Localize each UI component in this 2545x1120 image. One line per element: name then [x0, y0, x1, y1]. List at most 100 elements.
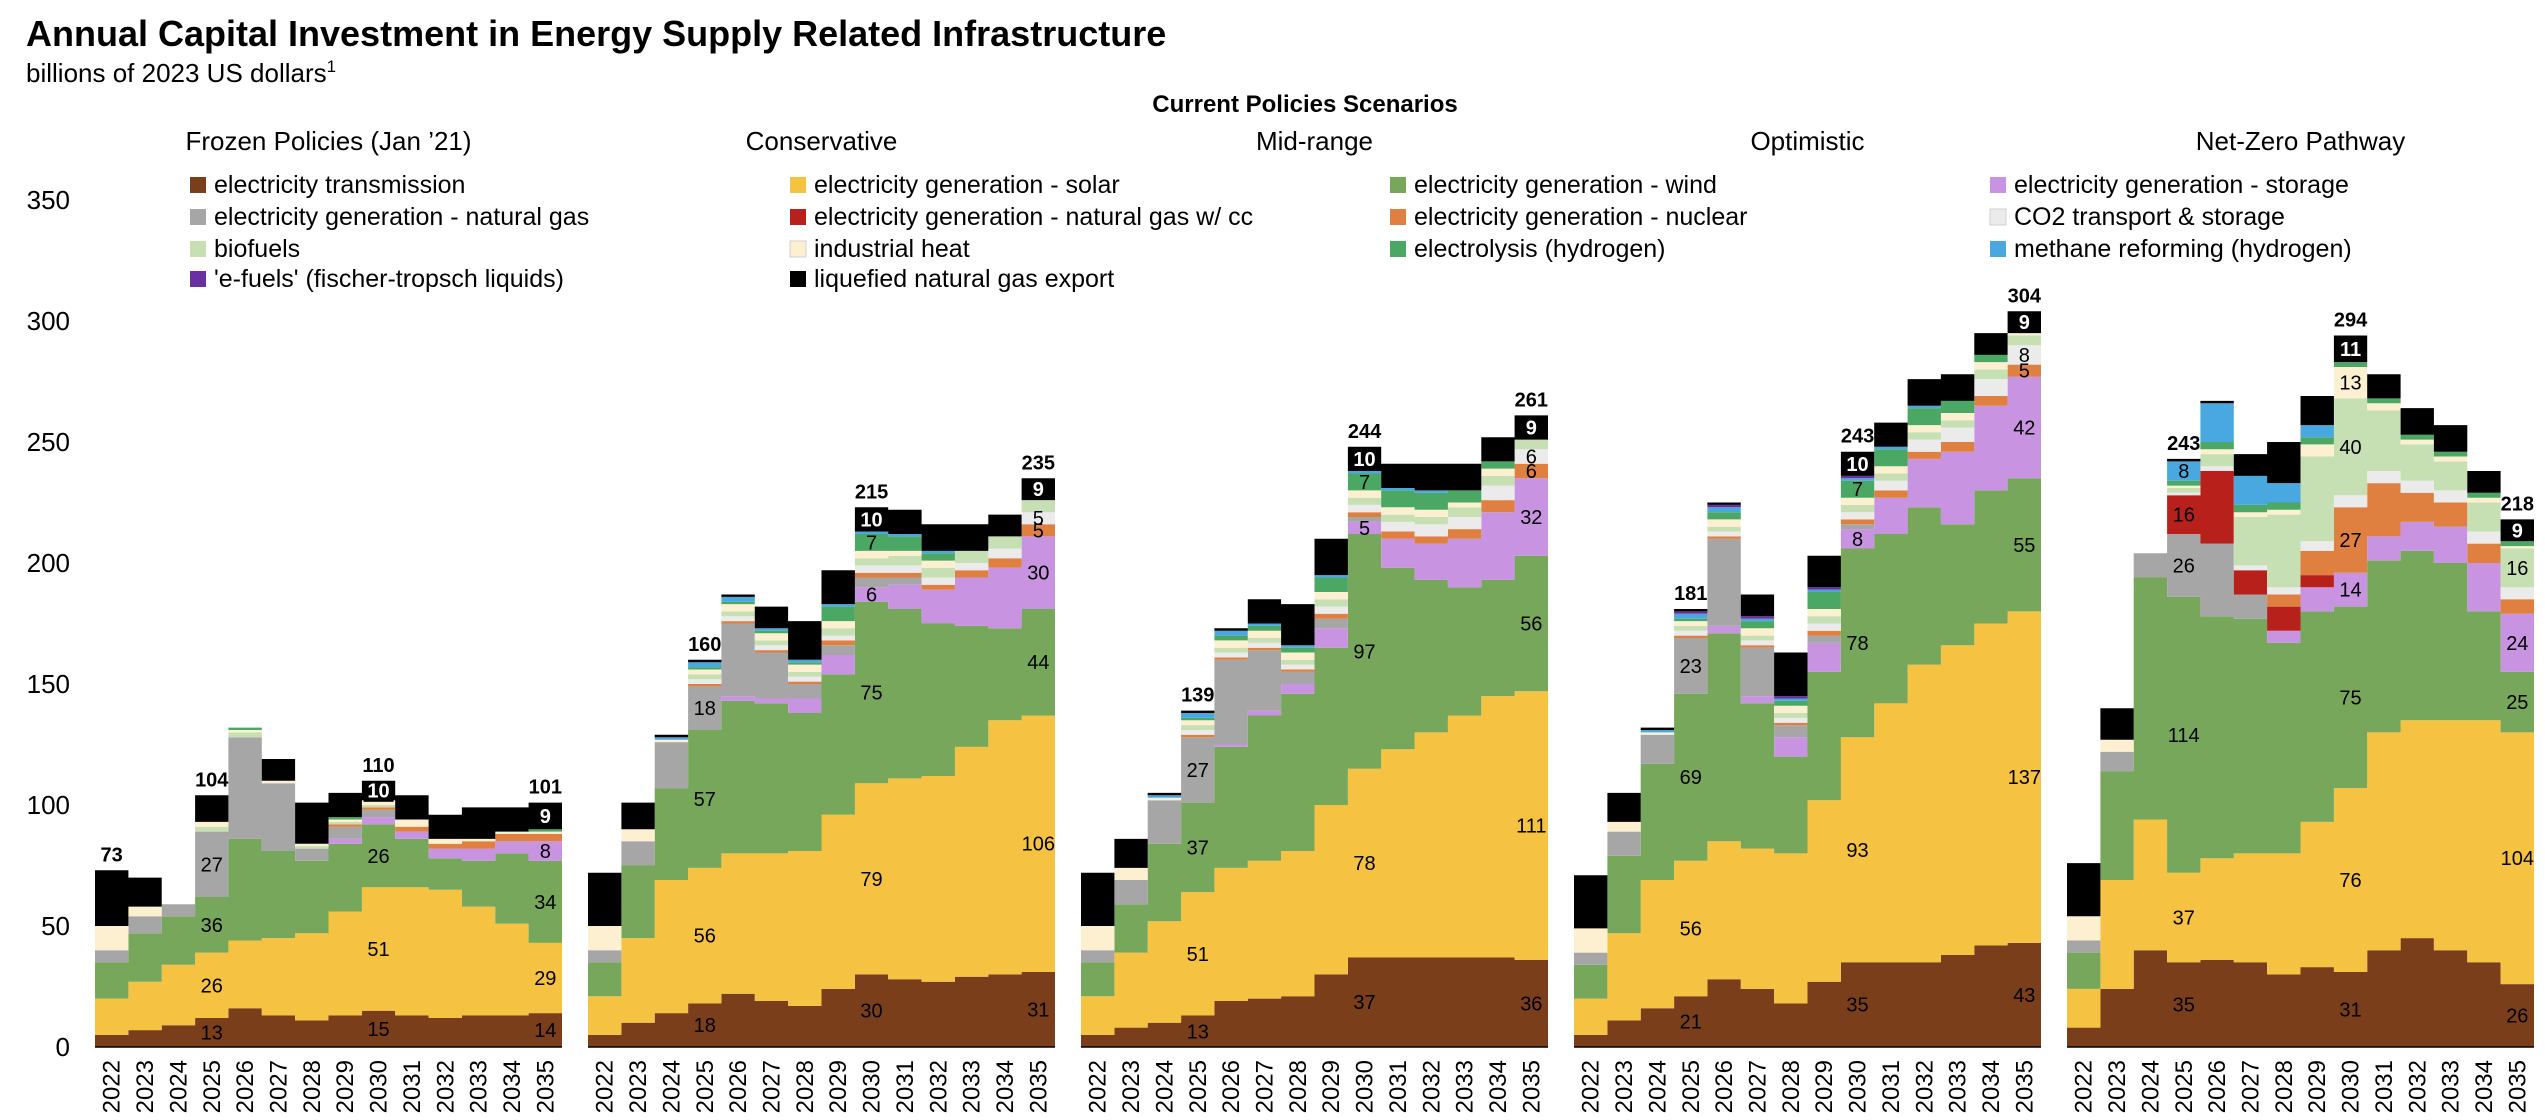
area-wind: [1081, 534, 1548, 997]
panel-title: Net-Zero Pathway: [2196, 126, 2406, 156]
value-label-gas: 23: [1680, 656, 1702, 678]
legend-label: 'e-fuels' (fischer-tropsch liquids): [214, 265, 564, 293]
value-label-tx: 30: [860, 1001, 882, 1023]
legend-swatch: [190, 241, 206, 257]
legend-item-nuclear: electricity generation - nuclear: [1390, 203, 1748, 231]
x-tick-label: 2035: [1025, 1060, 1052, 1113]
x-tick-label: 2024: [1644, 1060, 1671, 1113]
total-label: 294: [2334, 310, 2368, 332]
value-label-tx: 31: [1027, 999, 1049, 1021]
legend-label: liquefied natural gas export: [814, 265, 1114, 293]
area-co2: [1081, 449, 1548, 951]
value-label-bio: 16: [2506, 558, 2528, 580]
x-tick-label: 2022: [592, 1060, 619, 1113]
legend-label: electrolysis (hydrogen): [1414, 235, 1666, 263]
total-label: 235: [1022, 452, 1055, 474]
area-lng: [95, 727, 562, 926]
y-tick-label: 0: [56, 1032, 70, 1062]
total-label: 304: [2008, 285, 2042, 307]
value-label-storage: 24: [2506, 633, 2528, 655]
value-label-tx: 36: [1520, 993, 1542, 1015]
legend: electricity transmission electricity gene…: [190, 171, 2352, 293]
x-tick-label: 2035: [2504, 1060, 2531, 1113]
value-label-nuclear: 6: [1526, 461, 1537, 483]
area-tx: [2067, 938, 2534, 1047]
total-label: 160: [688, 634, 721, 656]
x-tick-label: 2027: [1744, 1060, 1771, 1113]
label-box-lng: [2009, 312, 2040, 333]
value-label-storage: 32: [1520, 507, 1542, 529]
value-label-wind: 56: [1520, 614, 1542, 636]
total-label: 73: [101, 844, 123, 866]
x-tick-label: 2031: [892, 1060, 919, 1113]
legend-label: electricity generation - natural gas: [214, 203, 589, 231]
x-tick-label: 2034: [2471, 1060, 2498, 1113]
x-tick-label: 2033: [2438, 1060, 2465, 1113]
x-tick-label: 2023: [1118, 1060, 1145, 1113]
x-tick-label: 2035: [532, 1060, 559, 1113]
value-label-h2e: 7: [1852, 479, 1863, 501]
label-box-lng: [1842, 452, 1873, 475]
area-gas: [588, 536, 1055, 963]
area-lng: [2067, 335, 2534, 917]
area-storage: [95, 817, 562, 963]
x-tick-label: 2030: [366, 1060, 393, 1113]
legend-item-lng: liquefied natural gas export: [790, 265, 1114, 293]
labels-layer: 1326362715512610142934897310411010118565…: [101, 285, 2534, 1044]
value-label-nuclear: 5: [2019, 361, 2030, 383]
legend-item-storage: electricity generation - storage: [1990, 171, 2349, 199]
x-tick-label: 2029: [825, 1060, 852, 1113]
legend-item-bio: biofuels: [190, 235, 300, 263]
x-tick-label: 2034: [499, 1060, 526, 1113]
value-label-nuclear: 5: [1033, 520, 1044, 542]
label-box-lng: [2335, 336, 2366, 362]
x-tick-label: 2022: [2071, 1060, 2098, 1113]
x-tick-label: 2025: [1678, 1060, 1705, 1113]
value-label-tx: 35: [1846, 995, 1868, 1017]
legend-item-h2m: methane reforming (hydrogen): [1990, 235, 2352, 263]
label-box-lng: [2502, 520, 2533, 541]
x-tick-label: 2029: [1318, 1060, 1345, 1113]
legend-swatch: [190, 271, 206, 287]
x-tick-label: 2025: [199, 1060, 226, 1113]
value-label-wind: 75: [2339, 687, 2361, 709]
area-solar: [95, 887, 562, 1035]
value-label-tx: 26: [2506, 1006, 2528, 1028]
total-label: 181: [1674, 583, 1707, 605]
panel-title: Mid-range: [1256, 126, 1373, 156]
y-tick-label: 200: [27, 548, 70, 578]
x-tick-label: 2025: [1185, 1060, 1212, 1113]
legend-swatch: [1990, 177, 2006, 193]
subtitle-footnote: 1: [327, 57, 336, 76]
value-label-storage: 8: [1852, 529, 1863, 551]
legend-swatch: [1390, 241, 1406, 257]
area-lng: [588, 478, 1055, 926]
x-tick-label: 2030: [2338, 1060, 2365, 1113]
x-tick-label: 2023: [625, 1060, 652, 1113]
x-tick-label: 2026: [2204, 1060, 2231, 1113]
value-label-bio: 40: [2339, 437, 2361, 459]
legend-swatch: [790, 271, 806, 287]
x-tick-label: 2024: [1151, 1060, 1178, 1113]
value-label-wind: 69: [1680, 767, 1702, 789]
x-tick-label: 2025: [692, 1060, 719, 1113]
area-solar: [2067, 720, 2534, 1028]
x-tick-label: 2028: [299, 1060, 326, 1113]
y-tick-label: 350: [27, 185, 70, 215]
value-label-tx: 13: [1187, 1021, 1209, 1043]
value-label-storage: 6: [866, 584, 877, 606]
value-label-tx: 31: [2339, 999, 2361, 1021]
value-label-solar: 29: [534, 968, 556, 990]
x-tick-label: 2028: [1285, 1060, 1312, 1113]
legend-label: CO2 transport & storage: [2014, 203, 2285, 231]
value-label-lng: 10: [860, 509, 882, 531]
value-label-solar: 37: [2173, 908, 2195, 930]
value-label-lng: 10: [1846, 454, 1868, 476]
value-label-storage: 14: [2339, 580, 2361, 602]
legend-swatch: [790, 177, 806, 193]
y-tick-label: 300: [27, 306, 70, 336]
x-tick-label: 2022: [1578, 1060, 1605, 1113]
legend-label: electricity generation - storage: [2014, 171, 2349, 199]
